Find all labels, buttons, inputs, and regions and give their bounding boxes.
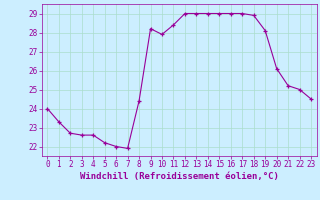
X-axis label: Windchill (Refroidissement éolien,°C): Windchill (Refroidissement éolien,°C) xyxy=(80,172,279,181)
